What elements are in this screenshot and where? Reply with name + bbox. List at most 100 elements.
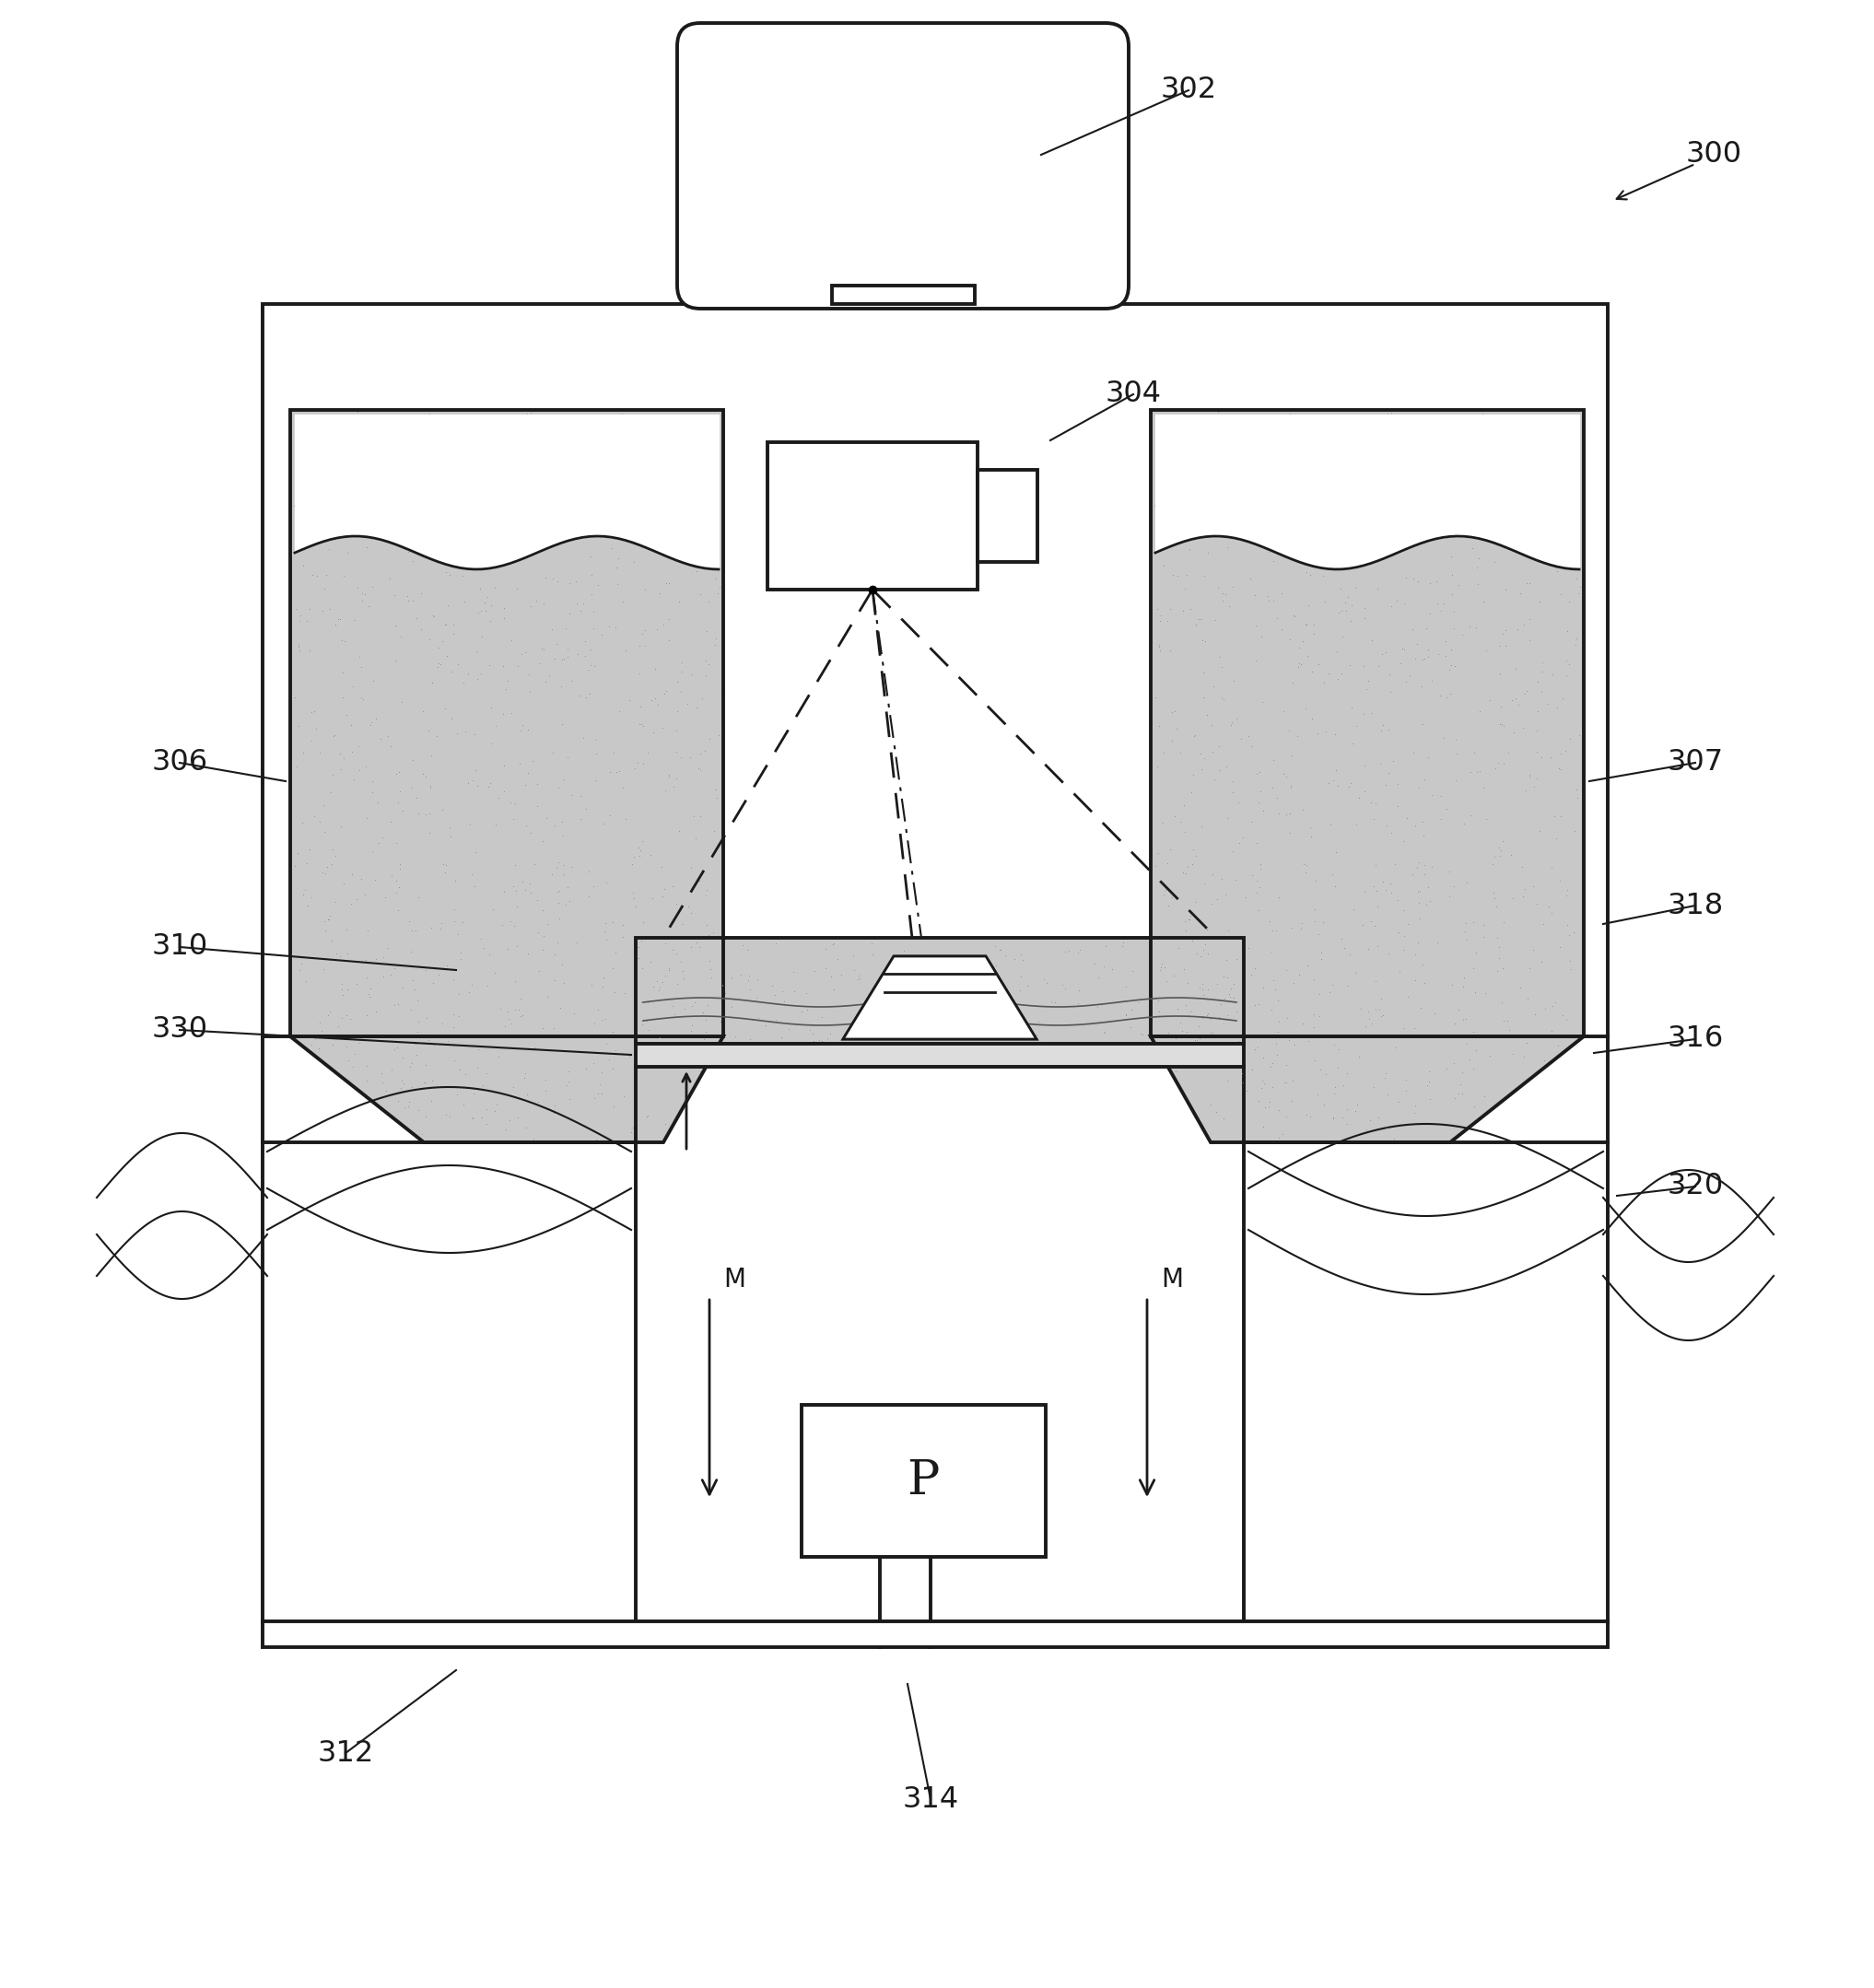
Point — [695, 724, 725, 755]
Point — [686, 738, 716, 769]
Point — [1525, 815, 1555, 847]
Point — [1554, 873, 1584, 905]
Point — [1216, 477, 1246, 509]
Point — [1299, 1044, 1329, 1076]
Point — [1462, 553, 1492, 584]
Point — [504, 747, 534, 779]
Point — [1158, 960, 1188, 992]
Point — [663, 475, 693, 507]
Point — [643, 974, 673, 1006]
Point — [643, 479, 673, 511]
Point — [1479, 877, 1509, 909]
Point — [1181, 608, 1211, 640]
Point — [1426, 779, 1456, 811]
Point — [652, 984, 682, 1016]
Point — [662, 968, 692, 1000]
Point — [542, 628, 572, 660]
Point — [1199, 604, 1229, 636]
Point — [662, 763, 692, 795]
Point — [493, 479, 523, 511]
Point — [1357, 907, 1387, 938]
Point — [682, 926, 712, 958]
Point — [1409, 763, 1439, 795]
Point — [1196, 1089, 1226, 1121]
Point — [1177, 849, 1207, 881]
Point — [1362, 875, 1392, 907]
Point — [343, 457, 373, 489]
Point — [1257, 481, 1287, 513]
Point — [1331, 594, 1361, 626]
Point — [1274, 817, 1304, 849]
Point — [596, 533, 626, 565]
Point — [439, 893, 468, 924]
Point — [1524, 419, 1554, 451]
Point — [328, 978, 358, 1010]
Point — [1151, 966, 1181, 998]
Point — [1278, 600, 1308, 632]
Point — [1469, 404, 1499, 435]
Point — [1409, 523, 1439, 555]
Point — [1263, 1016, 1293, 1048]
Point — [463, 1052, 493, 1083]
Point — [1426, 477, 1456, 509]
Point — [1332, 580, 1362, 612]
Point — [598, 523, 628, 555]
Point — [292, 606, 322, 638]
Point — [1464, 485, 1494, 517]
Point — [1540, 425, 1570, 457]
Point — [519, 1123, 549, 1155]
Point — [283, 630, 313, 662]
Point — [684, 545, 714, 577]
Point — [1482, 954, 1512, 986]
Point — [523, 916, 553, 948]
Point — [1306, 1054, 1336, 1085]
Point — [1334, 938, 1364, 970]
Point — [1203, 415, 1233, 447]
Point — [1524, 447, 1554, 479]
Point — [1559, 916, 1589, 948]
Point — [1471, 803, 1501, 835]
Point — [439, 535, 468, 567]
Point — [1265, 1006, 1295, 1038]
Point — [1507, 475, 1537, 507]
Point — [1254, 535, 1284, 567]
Point — [632, 1101, 662, 1133]
Point — [290, 966, 320, 998]
Point — [1385, 648, 1415, 680]
Point — [1257, 914, 1287, 946]
Point — [1458, 952, 1488, 984]
Point — [930, 942, 959, 974]
Point — [1186, 811, 1216, 843]
Point — [422, 529, 452, 561]
Point — [1391, 666, 1420, 698]
Point — [618, 877, 648, 909]
Point — [557, 664, 587, 696]
Point — [701, 477, 731, 509]
Point — [296, 509, 326, 541]
Point — [409, 757, 439, 789]
Point — [618, 1111, 648, 1143]
Point — [1310, 1089, 1340, 1121]
Point — [1242, 1085, 1272, 1117]
Point — [1441, 724, 1471, 755]
Point — [611, 634, 641, 666]
Point — [1304, 1000, 1334, 1032]
Point — [701, 773, 731, 805]
Point — [633, 986, 663, 1018]
Point — [662, 477, 692, 509]
Point — [1477, 427, 1507, 459]
Point — [470, 586, 500, 618]
Point — [1374, 714, 1404, 746]
Point — [1443, 479, 1473, 511]
Point — [304, 435, 334, 467]
Point — [1441, 763, 1471, 795]
Point — [1147, 533, 1177, 565]
Point — [459, 1072, 489, 1103]
Point — [1282, 720, 1312, 751]
Point — [1407, 948, 1437, 980]
Point — [540, 938, 570, 970]
Point — [427, 1022, 457, 1054]
Point — [922, 944, 952, 976]
Point — [639, 682, 669, 714]
Point — [1422, 588, 1452, 620]
